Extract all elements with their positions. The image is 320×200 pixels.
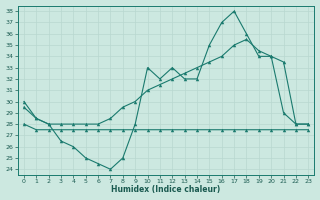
X-axis label: Humidex (Indice chaleur): Humidex (Indice chaleur) (111, 185, 221, 194)
